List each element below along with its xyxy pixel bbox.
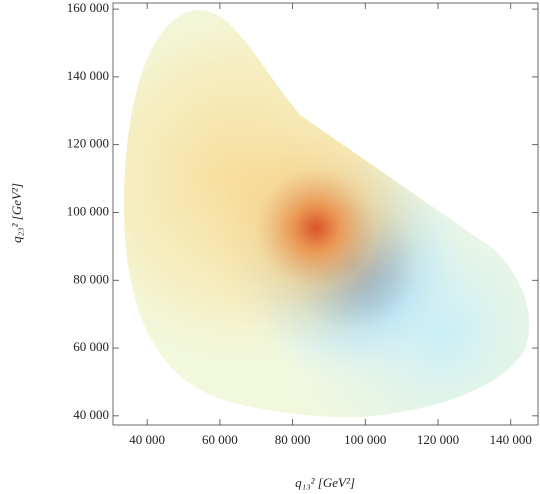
y-tick-label: 100 000 xyxy=(67,203,109,218)
y-tick-label: 60 000 xyxy=(73,339,109,354)
x-tick-label: 40 000 xyxy=(129,432,165,447)
y-tick-label: 140 000 xyxy=(67,68,109,83)
x-tick-label: 80 000 xyxy=(275,432,311,447)
y-tick-label: 80 000 xyxy=(73,271,109,286)
y-axis-label: q₂₃² [GeV²] xyxy=(9,183,24,243)
y-tick-label: 160 000 xyxy=(67,0,109,15)
x-tick-label: 120 000 xyxy=(417,432,459,447)
x-tick-label: 60 000 xyxy=(202,432,238,447)
y-tick-label: 120 000 xyxy=(67,136,109,151)
x-tick-label: 140 000 xyxy=(490,432,532,447)
y-tick-label: 40 000 xyxy=(73,407,109,422)
x-tick-label: 100 000 xyxy=(344,432,386,447)
x-axis-label: q₁₃² [GeV²] xyxy=(295,475,355,490)
